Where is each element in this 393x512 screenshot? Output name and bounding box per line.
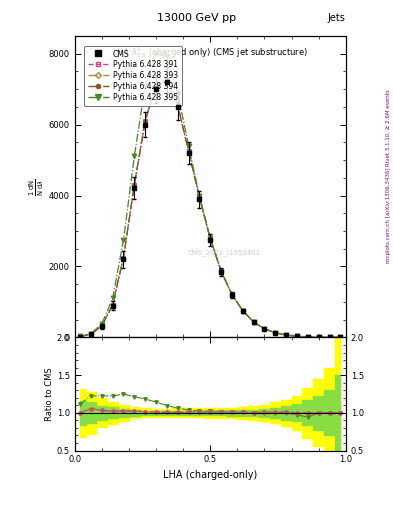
Text: Jets: Jets [328,13,346,23]
X-axis label: LHA (charged-only): LHA (charged-only) [163,470,257,480]
Y-axis label: Ratio to CMS: Ratio to CMS [45,367,54,421]
Text: Rivet 3.1.10, ≥ 2.6M events: Rivet 3.1.10, ≥ 2.6M events [386,90,391,166]
Text: LHA $\lambda^{1}_{0.5}$ (charged only) (CMS jet substructure): LHA $\lambda^{1}_{0.5}$ (charged only) (… [112,45,308,60]
Y-axis label: $\frac{1}{\mathrm{N}} \frac{\mathrm{dN}}{\mathrm{d}\lambda}$: $\frac{1}{\mathrm{N}} \frac{\mathrm{dN}}… [28,178,46,196]
Text: 13000 GeV pp: 13000 GeV pp [157,13,236,23]
Text: CMS_2021_I1953461: CMS_2021_I1953461 [187,250,261,257]
Legend: CMS, Pythia 6.428 391, Pythia 6.428 393, Pythia 6.428 394, Pythia 6.428 395: CMS, Pythia 6.428 391, Pythia 6.428 393,… [84,46,182,106]
Text: mcplots.cern.ch [arXiv:1306.3436]: mcplots.cern.ch [arXiv:1306.3436] [386,167,391,263]
